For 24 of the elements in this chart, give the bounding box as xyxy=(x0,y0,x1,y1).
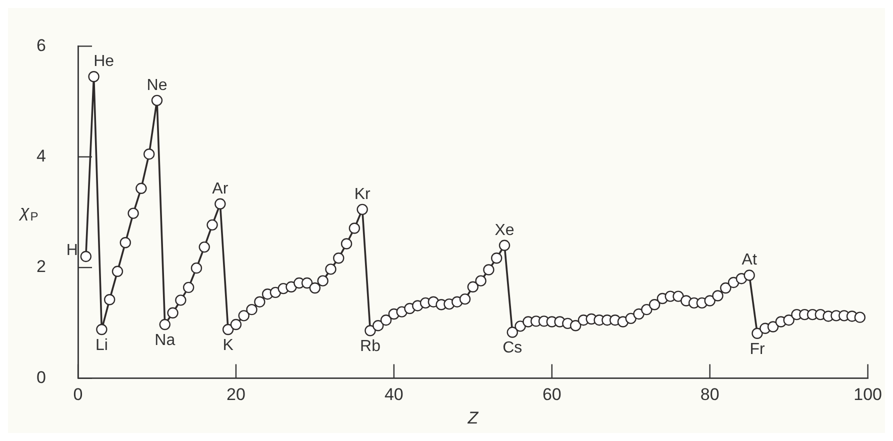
x-tick-label: 20 xyxy=(226,385,246,404)
x-axis-title: Z xyxy=(466,408,479,428)
annotation: Ne xyxy=(146,76,168,94)
annotation: Ar xyxy=(212,180,229,198)
annotation: K xyxy=(222,336,234,354)
annotation: He xyxy=(94,53,114,70)
y-tick-label: 0 xyxy=(36,368,46,387)
x-tick-label: 100 xyxy=(854,385,882,404)
annotation: Na xyxy=(154,332,176,349)
annotation: Rb xyxy=(360,338,381,356)
annotation: Kr xyxy=(354,186,372,203)
x-tick-label: 80 xyxy=(700,385,720,404)
annotation: Cs xyxy=(502,340,522,357)
y-tick-label: 4 xyxy=(36,146,46,166)
annotation: H xyxy=(66,242,78,259)
x-tick-label: 40 xyxy=(384,385,404,404)
annotation: At xyxy=(742,252,758,269)
x-tick-label: 60 xyxy=(542,385,562,404)
annotation: Fr xyxy=(750,340,766,358)
annotation: Li xyxy=(95,336,108,354)
y-tick-label: 2 xyxy=(36,257,46,276)
x-tick-label: 0 xyxy=(73,385,83,404)
annotation: Xe xyxy=(494,222,514,239)
y-tick-label: 6 xyxy=(36,36,46,55)
